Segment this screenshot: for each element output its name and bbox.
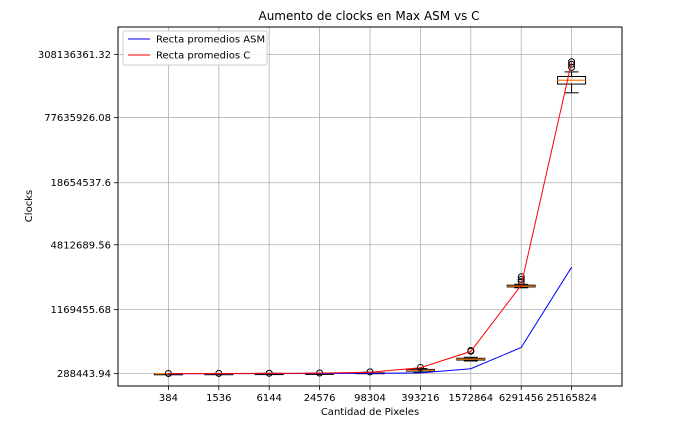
chart-title: Aumento de clocks en Max ASM vs C — [258, 9, 479, 23]
y-axis-title: Clocks — [24, 190, 35, 222]
box-outlier — [568, 58, 576, 66]
y-tick-label: 4812689.56 — [51, 240, 111, 251]
x-tick-label: 1536 — [206, 393, 231, 404]
x-axis-title: Cantidad de Pixeles — [321, 407, 419, 418]
x-tick-label: 6144 — [256, 393, 281, 404]
x-tick-label: 24576 — [304, 393, 336, 404]
box-outlier — [467, 346, 475, 354]
box-outlier — [416, 363, 424, 371]
y-tick-label: 308136361.32 — [38, 50, 111, 61]
box-outlier — [517, 275, 525, 283]
legend-box — [122, 30, 268, 66]
y-tick-label: 1169455.68 — [51, 305, 111, 316]
legend-label: Recta promedios C — [156, 51, 250, 62]
y-axis-ticks: 288443.94 1169455.68 4812689.56 18654537.6 7… — [38, 50, 118, 380]
x-tick-label: 1572864 — [449, 393, 494, 404]
x-tick-label: 6291456 — [499, 393, 544, 404]
x-axis-ticks: 384 1536 6144 24576 98304 393216 1572864 629145… — [159, 386, 597, 404]
x-tick-label: 25165824 — [546, 393, 597, 404]
y-tick-label: 18654537.6 — [51, 178, 111, 189]
x-tick-label: 384 — [159, 393, 178, 404]
series-lines — [168, 61, 573, 375]
x-tick-label: 98304 — [354, 393, 386, 404]
box-outlier — [568, 60, 576, 68]
legend: Recta promedios ASM Recta promedios C — [122, 30, 268, 66]
legend-label: Recta promedios ASM — [156, 35, 265, 46]
grid — [118, 27, 622, 386]
series-line — [168, 61, 573, 375]
box-outlier — [517, 273, 525, 281]
y-tick-label: 288443.94 — [57, 369, 111, 380]
y-tick-label: 77635926.08 — [44, 113, 111, 124]
x-tick-label: 393216 — [401, 393, 439, 404]
